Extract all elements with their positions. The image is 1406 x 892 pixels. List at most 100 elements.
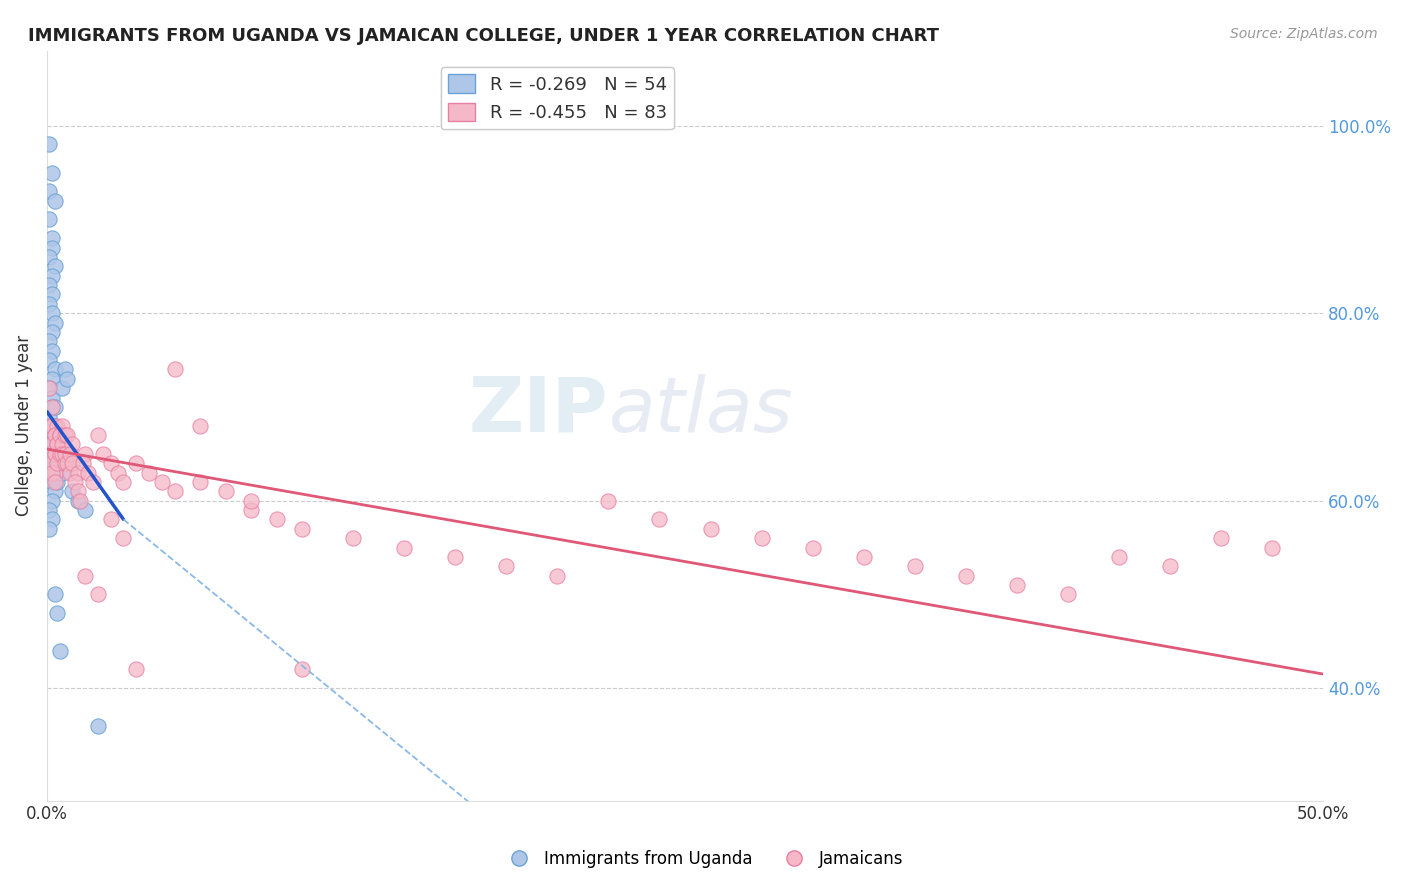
Point (59, 466, 82, 480)
Point (87, 587, 110, 601)
Point (955, 568, 977, 582)
Point (1209, 531, 1232, 545)
Point (38, 137, 60, 152)
Point (38, 381, 60, 395)
Point (41, 391, 63, 405)
Point (107, 466, 129, 480)
Point (38, 503, 60, 517)
Point (38, 447, 60, 461)
Point (444, 549, 467, 564)
Point (41, 466, 63, 480)
Point (46, 437, 69, 451)
Point (41, 475, 63, 489)
Point (546, 568, 568, 582)
Point (240, 493, 263, 508)
Y-axis label: College, Under 1 year: College, Under 1 year (15, 335, 32, 516)
Point (342, 531, 364, 545)
Point (112, 475, 135, 489)
Point (188, 475, 211, 489)
Point (495, 559, 517, 574)
Point (214, 484, 236, 499)
Point (41, 512, 63, 526)
Point (44, 466, 66, 480)
Point (46, 475, 69, 489)
Point (41, 418, 63, 433)
Point (66, 466, 89, 480)
Point (38, 297, 60, 311)
Point (62, 484, 84, 499)
Point (38, 250, 60, 264)
Point (66, 493, 89, 508)
Point (46, 606, 69, 620)
Point (44, 400, 66, 414)
Point (112, 531, 135, 545)
Point (51, 381, 73, 395)
Legend: R = -0.269   N = 54, R = -0.455   N = 83: R = -0.269 N = 54, R = -0.455 N = 83 (441, 67, 673, 129)
Point (394, 541, 416, 555)
Point (41, 418, 63, 433)
Text: IMMIGRANTS FROM UGANDA VS JAMAICAN COLLEGE, UNDER 1 YEAR CORRELATION CHART: IMMIGRANTS FROM UGANDA VS JAMAICAN COLLE… (28, 27, 939, 45)
Point (51, 466, 73, 480)
Point (72, 456, 94, 470)
Point (41, 325, 63, 339)
Point (53, 362, 76, 376)
Point (63, 475, 86, 489)
Point (41, 231, 63, 245)
Point (56, 456, 79, 470)
Point (59, 447, 82, 461)
Point (648, 512, 671, 526)
Point (1261, 541, 1284, 555)
Point (138, 466, 160, 480)
Point (751, 531, 773, 545)
Point (53, 428, 76, 442)
Point (75, 503, 97, 517)
Point (41, 493, 63, 508)
Point (38, 381, 60, 395)
Point (44, 484, 66, 499)
Point (41, 165, 63, 179)
Point (266, 512, 288, 526)
Point (48, 428, 70, 442)
Point (62, 437, 84, 451)
Point (87, 718, 110, 732)
Text: atlas: atlas (609, 374, 793, 448)
Point (44, 260, 66, 274)
Point (62, 456, 84, 470)
Point (76, 466, 98, 480)
Point (44, 447, 66, 461)
Point (41, 447, 63, 461)
Point (41, 437, 63, 451)
Text: ZIP: ZIP (470, 374, 609, 448)
Point (38, 409, 60, 424)
Point (46, 418, 69, 433)
Point (44, 447, 66, 461)
Point (41, 343, 63, 358)
Point (1057, 587, 1080, 601)
Point (41, 400, 63, 414)
Point (44, 362, 66, 376)
Point (100, 512, 122, 526)
Point (51, 418, 73, 433)
Point (48, 456, 70, 470)
Point (163, 484, 186, 499)
Point (41, 372, 63, 386)
Point (56, 428, 79, 442)
Point (38, 437, 60, 451)
Point (699, 522, 721, 536)
Point (48, 447, 70, 461)
Point (125, 456, 148, 470)
Point (38, 334, 60, 349)
Point (48, 428, 70, 442)
Point (163, 362, 186, 376)
Point (38, 437, 60, 451)
Point (91, 447, 114, 461)
Point (240, 503, 263, 517)
Point (44, 587, 66, 601)
Point (66, 484, 89, 499)
Point (38, 212, 60, 227)
Point (41, 400, 63, 414)
Point (1108, 549, 1130, 564)
Point (41, 287, 63, 301)
Point (38, 418, 60, 433)
Point (1005, 578, 1028, 592)
